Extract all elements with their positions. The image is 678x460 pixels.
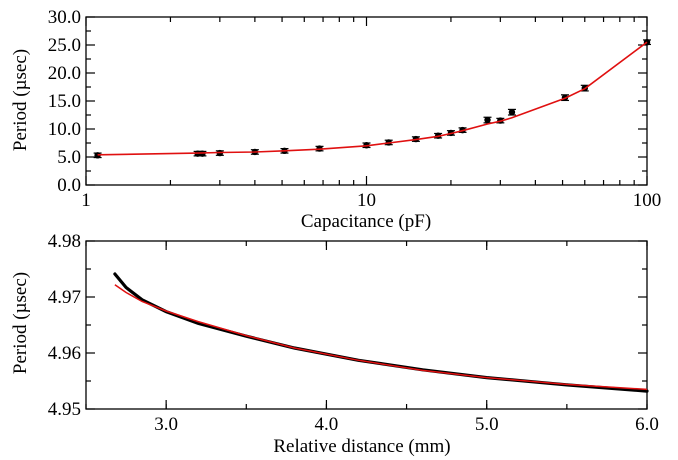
x-axis-label: Relative distance (mm) [273, 436, 450, 457]
x-tick-label: 10 [357, 190, 376, 211]
y-tick-label: 20.0 [48, 63, 81, 84]
y-tick-label: 4.97 [48, 287, 81, 308]
fit-line [97, 41, 648, 156]
x-axis-label: Capacitance (pF) [301, 211, 431, 232]
data-line [113, 272, 649, 393]
data-point [484, 116, 491, 124]
y-axis-label-wrap: Period (µsec) [10, 49, 31, 151]
y-tick-label: 10.0 [48, 119, 81, 140]
y-tick-label: 30.0 [48, 7, 81, 28]
data-point [508, 109, 516, 116]
y-axis-label: Period (µsec) [10, 272, 31, 374]
y-tick-label: 15.0 [48, 91, 81, 112]
x-tick-label: 4.0 [315, 414, 339, 435]
y-axis-label: Period (µsec) [10, 49, 31, 151]
capacitance-period-chart: Period (µsec) Capacitance (pF) 0.0 5.0 10.… [10, 7, 661, 232]
x-tick-label: 3.0 [154, 414, 178, 435]
y-tick-label: 4.98 [48, 231, 81, 252]
y-tick-label: 4.96 [48, 343, 81, 364]
x-tick-label: 1 [81, 190, 91, 211]
x-tick-label: 6.0 [635, 414, 659, 435]
y-axis-label-wrap: Period (µsec) [10, 272, 31, 374]
y-tick-label: 4.95 [48, 399, 81, 420]
fit-line [114, 284, 648, 391]
x-tick-label: 100 [633, 190, 662, 211]
y-tick-label: 25.0 [48, 35, 81, 56]
y-tick-label: 5.0 [57, 147, 81, 168]
distance-period-chart: Period (µsec) Relative distance (mm) 4.9… [10, 231, 659, 457]
x-tick-label: 5.0 [475, 414, 499, 435]
y-tick-label: 0.0 [57, 175, 81, 196]
